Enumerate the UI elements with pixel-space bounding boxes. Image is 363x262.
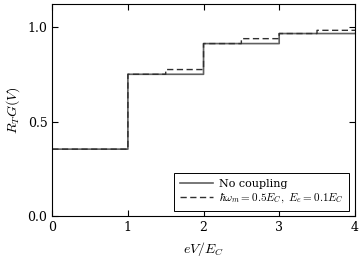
$\hbar\omega_m = 0.5E_C,\ E_e = 0.1E_C$ [239,37,244,40]
No coupling [277,42,281,45]
No coupling [353,32,357,35]
Y-axis label: $R_T G(V)$: $R_T G(V)$ [4,86,22,134]
$\hbar\omega_m = 0.5E_C,\ E_e = 0.1E_C$ [277,32,281,35]
Line: No coupling: No coupling [52,27,362,149]
$\hbar\omega_m = 0.5E_C,\ E_e = 0.1E_C$ [360,25,363,29]
Line: $\hbar\omega_m = 0.5E_C,\ E_e = 0.1E_C$: $\hbar\omega_m = 0.5E_C,\ E_e = 0.1E_C$ [52,27,362,149]
$\hbar\omega_m = 0.5E_C,\ E_e = 0.1E_C$ [315,29,319,32]
$\hbar\omega_m = 0.5E_C,\ E_e = 0.1E_C$ [277,37,281,40]
No coupling [360,25,363,29]
$\hbar\omega_m = 0.5E_C,\ E_e = 0.1E_C$ [50,148,54,151]
$\hbar\omega_m = 0.5E_C,\ E_e = 0.1E_C$ [164,73,168,76]
$\hbar\omega_m = 0.5E_C,\ E_e = 0.1E_C$ [164,68,168,71]
$\hbar\omega_m = 0.5E_C,\ E_e = 0.1E_C$ [239,42,244,45]
No coupling [277,32,281,35]
No coupling [126,73,130,76]
No coupling [201,42,206,45]
$\hbar\omega_m = 0.5E_C,\ E_e = 0.1E_C$ [315,32,319,35]
Legend: No coupling, $\hbar\omega_m = 0.5E_C,\ E_e = 0.1E_C$: No coupling, $\hbar\omega_m = 0.5E_C,\ E… [175,173,349,211]
$\hbar\omega_m = 0.5E_C,\ E_e = 0.1E_C$ [201,68,206,71]
No coupling [50,148,54,151]
No coupling [201,73,206,76]
No coupling [126,148,130,151]
$\hbar\omega_m = 0.5E_C,\ E_e = 0.1E_C$ [353,29,357,32]
$\hbar\omega_m = 0.5E_C,\ E_e = 0.1E_C$ [126,148,130,151]
X-axis label: $eV/E_C$: $eV/E_C$ [183,240,224,258]
$\hbar\omega_m = 0.5E_C,\ E_e = 0.1E_C$ [126,73,130,76]
$\hbar\omega_m = 0.5E_C,\ E_e = 0.1E_C$ [201,42,206,45]
